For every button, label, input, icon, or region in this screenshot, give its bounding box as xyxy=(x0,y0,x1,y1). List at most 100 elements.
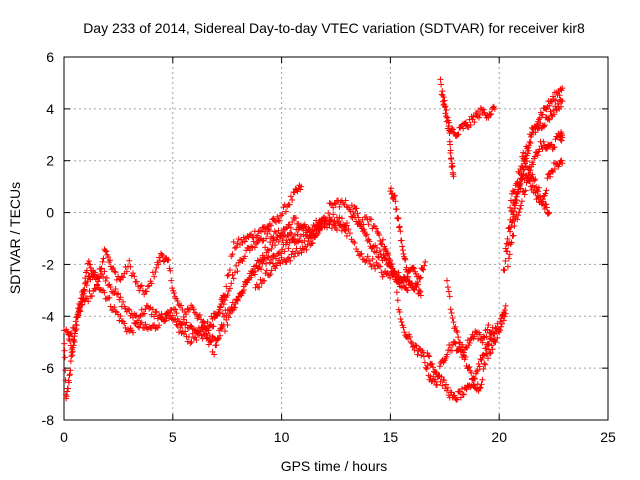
data-point xyxy=(444,351,451,358)
data-point xyxy=(61,347,68,354)
data-point xyxy=(227,307,234,314)
data-point xyxy=(151,313,158,320)
data-point xyxy=(471,375,478,382)
data-point xyxy=(64,328,71,335)
data-points xyxy=(61,76,566,403)
data-point xyxy=(195,324,202,331)
data-point xyxy=(229,251,236,258)
data-point xyxy=(106,294,113,301)
data-point xyxy=(67,367,74,374)
data-point xyxy=(397,228,404,235)
data-point xyxy=(285,245,292,252)
data-point xyxy=(138,319,145,326)
data-point xyxy=(467,121,474,128)
data-point xyxy=(441,97,448,104)
data-point xyxy=(394,297,401,304)
data-point xyxy=(185,333,192,340)
data-point xyxy=(377,237,384,244)
data-point xyxy=(241,253,248,260)
data-point xyxy=(231,304,238,311)
data-point xyxy=(281,248,288,255)
data-point xyxy=(327,200,334,207)
data-point xyxy=(226,306,233,313)
data-point xyxy=(459,391,466,398)
x-tick-label: 10 xyxy=(274,429,290,445)
data-point xyxy=(120,298,127,305)
x-tick-label: 15 xyxy=(383,429,399,445)
data-point xyxy=(103,248,110,255)
data-point xyxy=(233,262,240,269)
data-point xyxy=(207,322,214,329)
data-point xyxy=(93,281,100,288)
data-point xyxy=(65,329,72,336)
data-point xyxy=(191,309,198,316)
data-point xyxy=(529,171,536,178)
data-point xyxy=(483,333,490,340)
data-point xyxy=(126,257,133,264)
data-point xyxy=(393,206,400,213)
data-point xyxy=(531,184,538,191)
data-point xyxy=(404,273,411,280)
y-tick-label: 6 xyxy=(46,49,54,65)
data-point xyxy=(559,160,566,167)
data-point xyxy=(420,353,427,360)
data-point xyxy=(488,342,495,349)
data-point xyxy=(330,211,337,218)
data-point xyxy=(523,158,530,165)
data-point xyxy=(425,352,432,359)
data-point xyxy=(373,225,380,232)
data-point xyxy=(261,277,268,284)
data-point xyxy=(476,331,483,338)
data-point xyxy=(522,187,529,194)
data-point xyxy=(492,339,499,346)
data-point xyxy=(133,278,140,285)
data-point xyxy=(531,177,538,184)
data-point xyxy=(218,321,225,328)
data-point xyxy=(283,259,290,266)
data-point xyxy=(534,152,541,159)
data-point xyxy=(193,329,200,336)
data-point xyxy=(139,311,146,318)
data-point xyxy=(190,306,197,313)
data-point xyxy=(489,346,496,353)
data-point xyxy=(551,111,558,118)
data-point xyxy=(165,256,172,263)
data-point xyxy=(61,354,68,361)
data-point xyxy=(196,311,203,318)
data-point xyxy=(448,125,455,132)
y-tick-label: -6 xyxy=(42,360,55,376)
data-point xyxy=(467,336,474,343)
data-point xyxy=(197,327,204,334)
data-point xyxy=(527,167,534,174)
data-point xyxy=(423,366,430,373)
data-point xyxy=(487,349,494,356)
data-point xyxy=(369,256,376,263)
data-point xyxy=(111,304,118,311)
data-point xyxy=(443,277,450,284)
data-point xyxy=(429,360,436,367)
data-point xyxy=(308,240,315,247)
data-point xyxy=(240,286,247,293)
data-point xyxy=(220,301,227,308)
data-point xyxy=(143,288,150,295)
data-point xyxy=(70,342,77,349)
data-point xyxy=(65,385,72,392)
data-point xyxy=(153,308,160,315)
data-point xyxy=(272,242,279,249)
data-point xyxy=(239,258,246,265)
data-point xyxy=(354,210,361,217)
data-point xyxy=(79,299,86,306)
data-point xyxy=(498,320,505,327)
data-point xyxy=(466,339,473,346)
data-point xyxy=(558,130,565,137)
data-point xyxy=(258,266,265,273)
data-point xyxy=(286,229,293,236)
data-point xyxy=(208,338,215,345)
data-point xyxy=(510,232,517,239)
data-point xyxy=(447,306,454,313)
data-point xyxy=(520,149,527,156)
data-point xyxy=(364,253,371,260)
data-point xyxy=(399,277,406,284)
data-point xyxy=(203,330,210,337)
data-point xyxy=(467,384,474,391)
